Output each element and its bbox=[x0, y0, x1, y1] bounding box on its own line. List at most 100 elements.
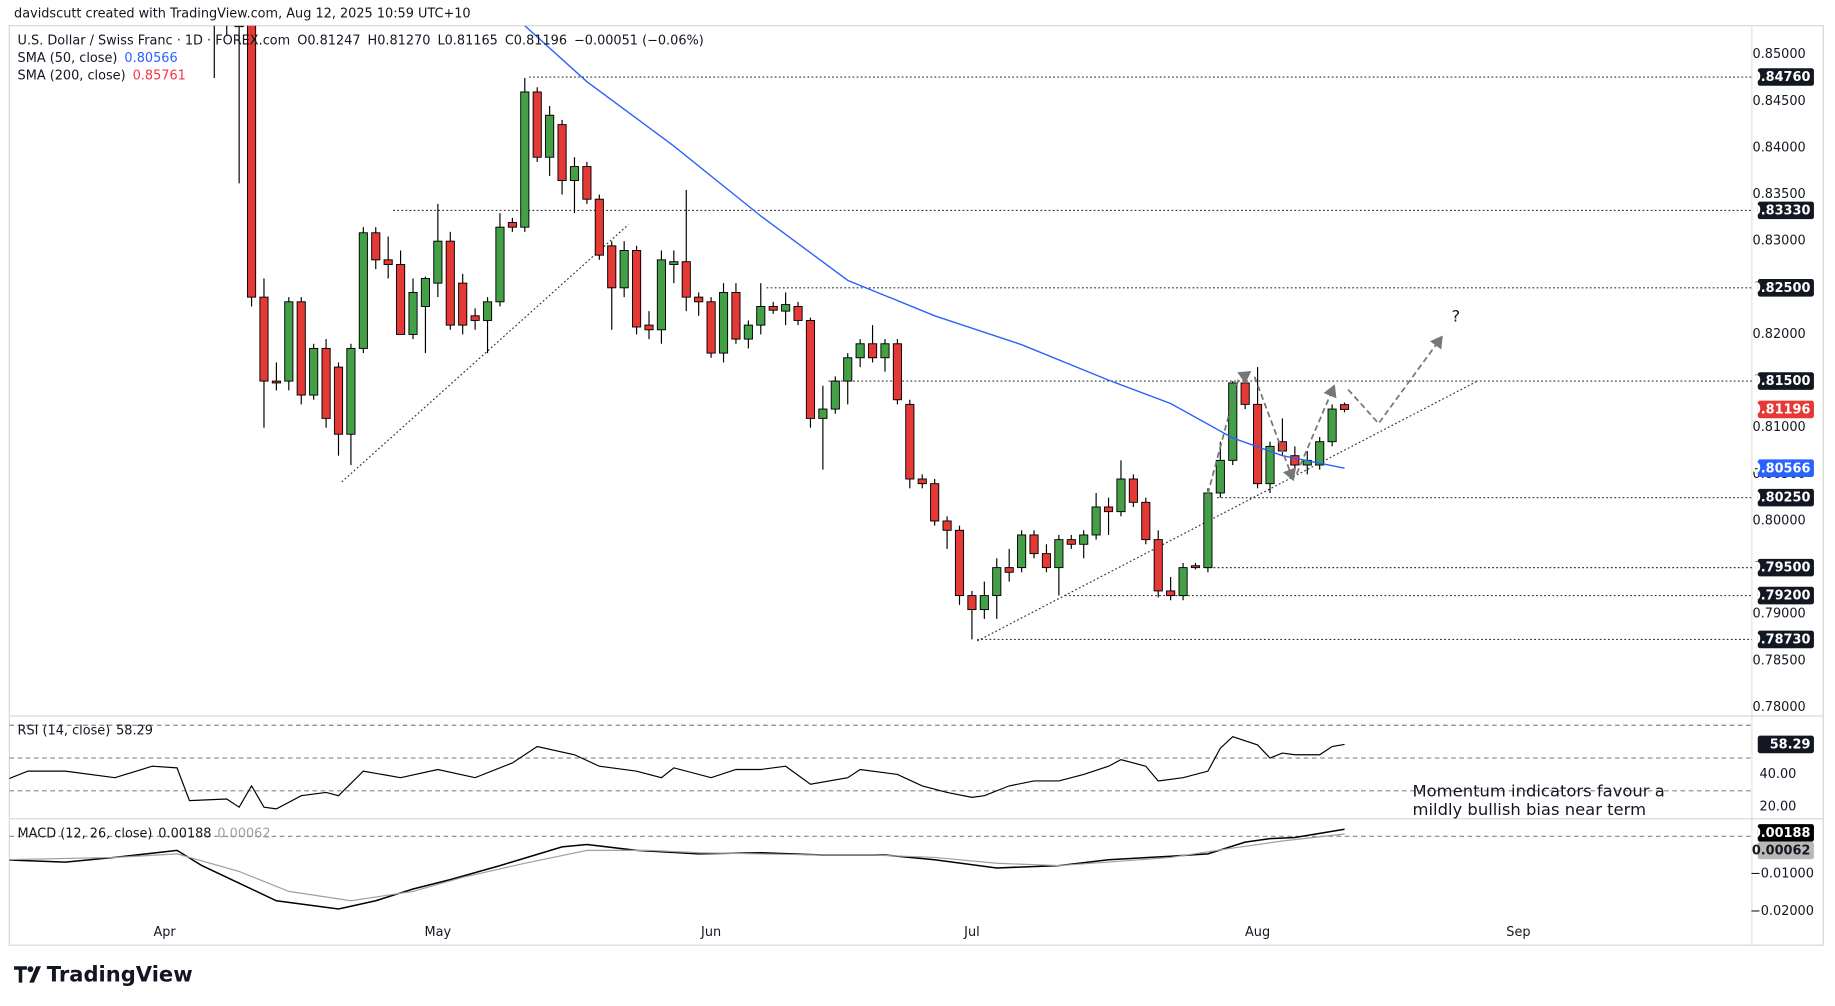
y-tick-label: 0.81000 bbox=[1753, 420, 1806, 435]
candle-body bbox=[309, 347, 319, 396]
x-tick-label: Jul bbox=[963, 925, 980, 940]
price-box bbox=[1757, 400, 1814, 419]
price-box bbox=[1757, 824, 1814, 842]
y-tick-label: 0.83500 bbox=[1753, 187, 1806, 202]
x-tick-label: May bbox=[425, 925, 452, 940]
candle-body bbox=[321, 347, 331, 419]
candle-body bbox=[346, 347, 356, 435]
candle-body bbox=[1228, 382, 1238, 461]
candle-body bbox=[1029, 534, 1039, 555]
annotation-note: mildly bullish bias near term bbox=[1413, 800, 1647, 819]
candle-body bbox=[1339, 404, 1350, 410]
candle-body bbox=[1116, 478, 1126, 513]
candle-body bbox=[1315, 441, 1325, 466]
price-box bbox=[1757, 735, 1814, 754]
level-label: 0.81500 bbox=[1752, 374, 1811, 389]
projection-arrow bbox=[1295, 384, 1337, 475]
candle-body bbox=[458, 282, 468, 326]
candle-body bbox=[781, 304, 791, 312]
candle-body bbox=[644, 324, 654, 331]
candle-body bbox=[718, 292, 729, 354]
logo-text: TradingView bbox=[47, 962, 193, 987]
candle-body bbox=[520, 91, 530, 228]
level-label: 0.82500 bbox=[1752, 281, 1811, 296]
candle-body bbox=[396, 264, 406, 335]
candle-body bbox=[545, 114, 555, 158]
level-label-box bbox=[1757, 630, 1814, 649]
candle-body bbox=[694, 296, 704, 303]
candle-body bbox=[954, 529, 965, 597]
main-pane bbox=[213, 25, 1752, 642]
rsi-tick-label: 20.00 bbox=[1760, 800, 1797, 815]
candle-body bbox=[607, 245, 617, 289]
legend-text: SMA (50, close) bbox=[18, 51, 118, 66]
candle-body bbox=[1215, 459, 1225, 494]
price-box bbox=[1757, 459, 1814, 477]
level-label-box bbox=[1757, 488, 1814, 507]
projection-arrow bbox=[1253, 376, 1297, 482]
candle-body bbox=[408, 292, 418, 335]
candle-body bbox=[1128, 478, 1138, 503]
candle-body bbox=[656, 259, 666, 331]
candle-body bbox=[482, 301, 493, 321]
candle-body bbox=[371, 232, 381, 261]
candle-body bbox=[669, 261, 679, 265]
candle-body bbox=[930, 483, 940, 522]
candle-body bbox=[992, 567, 1002, 597]
legend-text: H0.81270 bbox=[368, 33, 431, 48]
level-label-box bbox=[1757, 279, 1814, 297]
candle-body bbox=[743, 324, 753, 340]
rsi-line bbox=[9, 736, 1345, 810]
candle-body bbox=[557, 124, 567, 182]
candle-body bbox=[768, 305, 778, 311]
candle-body bbox=[632, 250, 642, 328]
candle-body bbox=[830, 380, 840, 410]
legend-text: L0.81165 bbox=[437, 33, 497, 48]
candle-body bbox=[1203, 492, 1213, 569]
pane-label: RSI (14, close) bbox=[18, 724, 111, 739]
candle-body bbox=[495, 226, 505, 303]
rsi-pane bbox=[9, 724, 1752, 810]
candle-body bbox=[905, 403, 915, 480]
legend-text: SMA (200, close) bbox=[18, 69, 126, 84]
projection-arrow bbox=[1347, 335, 1443, 425]
y-tick-label: 0.78500 bbox=[1753, 653, 1806, 668]
y-tick-label: 0.83000 bbox=[1753, 234, 1806, 249]
candle-body bbox=[383, 259, 393, 265]
candle-body bbox=[445, 240, 455, 326]
candle-body bbox=[967, 595, 977, 611]
level-label: 0.84760 bbox=[1752, 70, 1811, 85]
candle-body bbox=[1290, 455, 1300, 466]
candle-body bbox=[855, 343, 865, 359]
candle-body bbox=[470, 315, 480, 321]
candle-body bbox=[296, 301, 306, 396]
sma-line bbox=[524, 25, 1345, 469]
annotation-question: ? bbox=[1451, 307, 1460, 326]
candle-body bbox=[1166, 590, 1176, 597]
candle-body bbox=[433, 240, 443, 284]
price-box-label: 58.29 bbox=[1770, 738, 1811, 753]
legend-text: −0.00051 (−0.06%) bbox=[574, 33, 704, 48]
candle-body bbox=[818, 408, 828, 419]
pane-value: 58.29 bbox=[116, 724, 153, 739]
candle-body bbox=[420, 278, 431, 307]
candle-body bbox=[1041, 553, 1052, 569]
candle-body bbox=[569, 166, 580, 182]
candle-body bbox=[1190, 565, 1201, 569]
candle-body bbox=[1141, 501, 1151, 541]
price-box-label: 0.00062 bbox=[1752, 844, 1811, 859]
macd-pane bbox=[9, 828, 1752, 910]
candle-body bbox=[1017, 534, 1027, 569]
price-box bbox=[1757, 841, 1814, 860]
candle-body bbox=[1091, 506, 1101, 536]
logo-icon bbox=[14, 966, 41, 983]
level-label-box bbox=[1757, 68, 1814, 86]
y-tick-label: 0.78000 bbox=[1753, 700, 1806, 715]
candle-body bbox=[793, 305, 803, 321]
level-label-box bbox=[1757, 558, 1814, 577]
x-tick-label: Apr bbox=[153, 925, 176, 940]
level-label: 0.79200 bbox=[1752, 589, 1811, 604]
candle-body bbox=[358, 232, 368, 349]
